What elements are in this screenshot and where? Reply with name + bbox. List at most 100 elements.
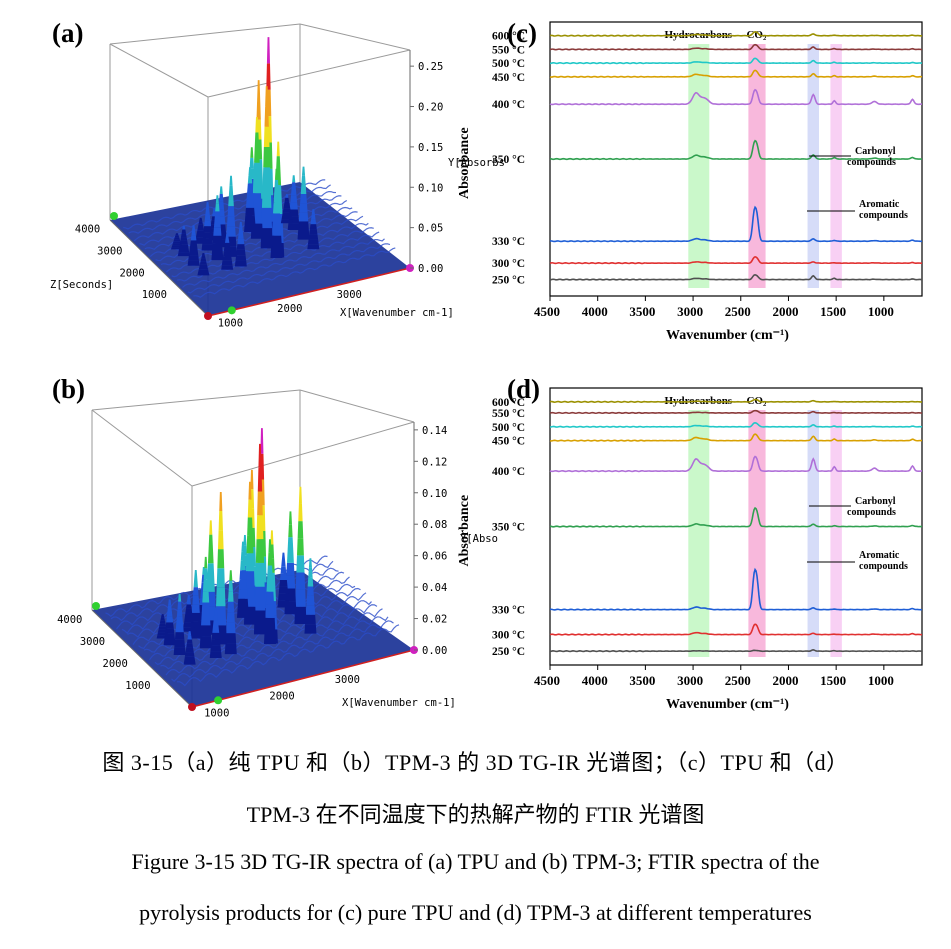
peak-segment	[217, 549, 225, 569]
peak-segment	[266, 37, 271, 64]
peak-segment	[190, 235, 197, 241]
band-highlight	[688, 410, 710, 657]
peak-segment	[239, 570, 247, 580]
peak-segment	[183, 622, 195, 628]
surface-peak	[270, 168, 283, 258]
peak-segment	[298, 212, 309, 222]
x-tick-label: 2500	[725, 673, 751, 688]
peak-segment	[209, 520, 213, 535]
series-line	[549, 623, 923, 636]
peak-segment	[271, 224, 282, 236]
series-label: 550 °C	[492, 408, 525, 420]
peak-segment	[270, 246, 283, 258]
axis-endpoint-marker	[204, 312, 212, 320]
surface-peak	[297, 166, 310, 240]
peak-segment	[238, 579, 248, 590]
surface-peak	[170, 233, 183, 250]
peak-segment	[156, 635, 169, 639]
box-edge	[207, 49, 411, 98]
peak-segment	[216, 587, 226, 607]
peak-segment	[219, 194, 224, 202]
peak-segment	[157, 632, 169, 636]
peak-segment	[284, 197, 290, 202]
x-tick-label: 3000	[677, 304, 703, 319]
surface-ridge	[139, 195, 342, 246]
peak-segment	[198, 269, 209, 273]
peak-segment	[253, 610, 266, 635]
peak-segment	[277, 600, 290, 608]
peak-segment	[306, 586, 314, 596]
axis-endpoint-marker	[188, 703, 196, 711]
series-label: 400 °C	[492, 99, 525, 111]
x-tick-label: 4000	[582, 304, 608, 319]
surface-peak	[182, 595, 195, 632]
peak-segment	[203, 226, 212, 233]
peak-segment	[200, 625, 212, 637]
peak-segment	[282, 208, 291, 213]
peak-segment	[245, 571, 255, 589]
peak-segment	[264, 617, 276, 631]
peak-segment	[254, 147, 260, 163]
y-axis-title: Y[Absorbs	[448, 157, 505, 169]
peak-segment	[240, 560, 246, 571]
peak-segment	[299, 203, 308, 213]
surface-ridge	[176, 624, 400, 687]
peak-segment	[215, 203, 220, 212]
y-tick-label: 0.10	[418, 182, 443, 194]
box-edge	[191, 421, 415, 487]
x-tick-label: 2500	[725, 304, 751, 319]
series-label: 500 °C	[492, 58, 525, 70]
peak-segment	[210, 645, 222, 652]
peak-segment	[188, 250, 199, 256]
z-axis-line	[109, 219, 209, 317]
peak-segment	[187, 260, 200, 266]
x-tick-label: 3000	[677, 673, 703, 688]
peak-segment	[186, 639, 193, 644]
x-tick-label: 1000	[868, 673, 894, 688]
surface-peak	[263, 539, 276, 645]
peak-segment	[161, 614, 165, 618]
peak-segment	[173, 239, 181, 242]
y-tick-label: 0.10	[422, 488, 447, 500]
surface-peak	[183, 631, 196, 665]
peak-segment	[292, 175, 296, 183]
peak-segment	[260, 228, 273, 249]
peak-segment	[195, 234, 206, 238]
peak-segment	[252, 177, 261, 194]
peak-segment	[209, 651, 222, 658]
peak-segment	[193, 578, 198, 588]
z-axis-line	[91, 609, 193, 708]
axis-endpoint-marker	[92, 602, 100, 610]
peak-segment	[247, 183, 253, 192]
surface-peak	[211, 195, 224, 261]
peak-segment	[310, 219, 317, 225]
series-line	[549, 69, 923, 78]
peak-segment	[254, 586, 266, 611]
peak-segment	[279, 573, 287, 581]
peak-segment	[264, 106, 269, 127]
peak-segment	[235, 255, 247, 261]
peak-segment	[307, 239, 319, 245]
peak-segment	[173, 647, 186, 655]
surface-peak	[173, 594, 186, 655]
peak-segment	[201, 253, 205, 256]
peak-segment	[201, 255, 206, 259]
peak-segment	[203, 568, 208, 580]
peak-segment	[311, 209, 315, 215]
band-highlight	[748, 410, 766, 657]
peak-segment	[290, 188, 297, 196]
surface-peak	[221, 234, 234, 270]
peak-segment	[255, 539, 265, 563]
peak-segment	[170, 247, 183, 250]
peak-segment	[182, 627, 195, 632]
peak-segment	[296, 555, 305, 573]
peak-segment	[309, 224, 317, 230]
peak-segment	[201, 613, 211, 626]
peak-segment	[255, 117, 259, 133]
peak-segment	[261, 207, 273, 229]
axis-endpoint-marker	[214, 696, 223, 705]
peak-segment	[214, 607, 218, 614]
series-line	[549, 506, 923, 528]
peak-segment	[157, 629, 168, 633]
